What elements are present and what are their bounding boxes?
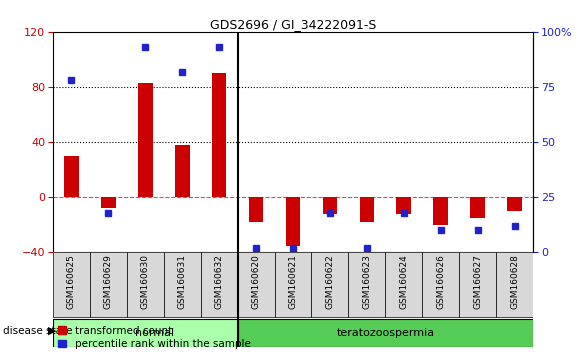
- Bar: [434, 197, 448, 225]
- Text: GSM160625: GSM160625: [67, 254, 76, 309]
- FancyBboxPatch shape: [237, 252, 274, 317]
- FancyBboxPatch shape: [274, 252, 312, 317]
- Text: GSM160624: GSM160624: [400, 254, 408, 309]
- FancyBboxPatch shape: [53, 252, 90, 317]
- Text: GSM160631: GSM160631: [178, 254, 186, 309]
- FancyBboxPatch shape: [496, 252, 533, 317]
- Legend: transformed count, percentile rank within the sample: transformed count, percentile rank withi…: [58, 326, 250, 349]
- Text: GSM160630: GSM160630: [141, 254, 149, 309]
- Text: ▶: ▶: [48, 326, 57, 336]
- Text: normal: normal: [135, 328, 174, 338]
- FancyBboxPatch shape: [349, 252, 386, 317]
- Bar: [212, 73, 226, 197]
- FancyBboxPatch shape: [90, 252, 127, 317]
- Title: GDS2696 / GI_34222091-S: GDS2696 / GI_34222091-S: [210, 18, 376, 31]
- FancyBboxPatch shape: [163, 252, 200, 317]
- Text: GSM160622: GSM160622: [325, 254, 335, 309]
- Bar: [138, 83, 152, 197]
- Bar: [101, 197, 115, 208]
- Text: GSM160620: GSM160620: [251, 254, 261, 309]
- Text: GSM160626: GSM160626: [437, 254, 445, 309]
- Text: GSM160629: GSM160629: [104, 254, 113, 309]
- FancyBboxPatch shape: [53, 252, 533, 319]
- FancyBboxPatch shape: [200, 252, 237, 317]
- Bar: [397, 197, 411, 214]
- Text: disease state: disease state: [3, 326, 73, 336]
- Bar: [507, 197, 522, 211]
- FancyBboxPatch shape: [459, 252, 496, 317]
- FancyBboxPatch shape: [312, 252, 349, 317]
- Text: teratozoospermia: teratozoospermia: [336, 328, 434, 338]
- Text: GSM160623: GSM160623: [362, 254, 372, 309]
- Bar: [175, 145, 189, 197]
- Bar: [322, 197, 338, 214]
- Bar: [248, 197, 264, 222]
- FancyBboxPatch shape: [423, 252, 459, 317]
- Bar: [471, 197, 485, 218]
- Bar: [64, 156, 79, 197]
- Text: GSM160632: GSM160632: [214, 254, 224, 309]
- Text: GSM160628: GSM160628: [510, 254, 519, 309]
- FancyBboxPatch shape: [127, 252, 163, 317]
- Bar: [285, 197, 301, 246]
- Text: GSM160621: GSM160621: [288, 254, 298, 309]
- FancyBboxPatch shape: [237, 319, 533, 347]
- FancyBboxPatch shape: [386, 252, 423, 317]
- Bar: [360, 197, 374, 222]
- FancyBboxPatch shape: [53, 319, 237, 347]
- Text: GSM160627: GSM160627: [473, 254, 482, 309]
